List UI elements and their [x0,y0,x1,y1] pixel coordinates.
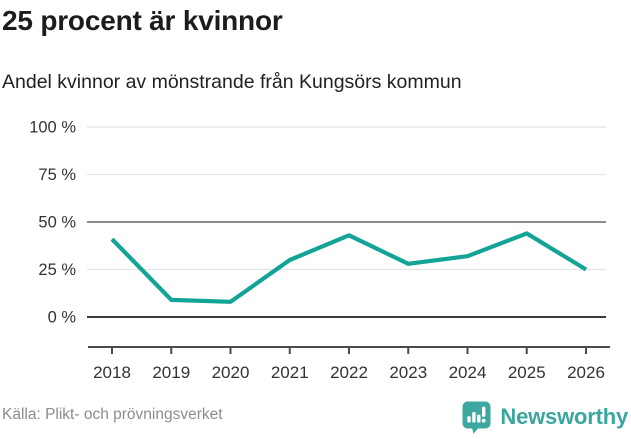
x-tick-label: 2021 [271,363,309,382]
y-tick-label: 50 % [38,214,76,232]
chart-subtitle: Andel kvinnor av mönstrande från Kungsör… [2,71,462,93]
x-tick-label: 2018 [93,363,131,382]
source-text: Källa: Plikt- och prövningsverket [2,406,223,423]
newsworthy-badge-icon [461,400,492,434]
brand-name: Newsworthy [500,404,628,429]
x-tick-label: 2022 [330,363,368,382]
chart-area: 0 % 25 % 50 % 75 % 100 % 2018 2019 2020 2021 2022… [0,110,631,400]
x-tick-label: 2023 [389,363,427,382]
x-tick-label: 2026 [567,363,605,382]
x-tick-label: 2019 [152,363,190,382]
chart-svg: 0 % 25 % 50 % 75 % 100 % 2018 2019 2020 2021 2022… [29,119,610,382]
chart-title: 25 procent är kvinnor [2,5,283,36]
x-tick-label: 2024 [449,363,487,382]
data-series-line [110,231,588,304]
x-tick-label: 2020 [212,363,250,382]
brand-logo: Newsworthy [461,399,628,435]
x-tick-label: 2025 [508,363,546,382]
y-tick-label: 75 % [38,166,76,184]
y-tick-label: 25 % [38,261,76,279]
y-tick-label: 0 % [48,309,77,327]
y-tick-label: 100 % [29,119,76,137]
